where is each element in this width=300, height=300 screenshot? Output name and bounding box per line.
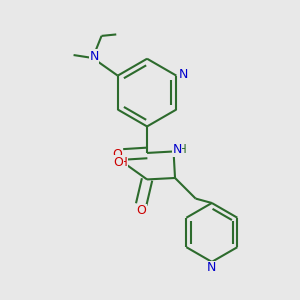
Text: O: O — [112, 148, 122, 161]
Text: N: N — [207, 261, 217, 274]
Text: O: O — [136, 205, 146, 218]
Text: N: N — [179, 68, 188, 81]
Text: N: N — [172, 143, 182, 157]
Text: H: H — [177, 143, 186, 157]
Text: H: H — [118, 156, 127, 169]
Text: N: N — [89, 50, 99, 63]
Text: O: O — [113, 156, 123, 169]
